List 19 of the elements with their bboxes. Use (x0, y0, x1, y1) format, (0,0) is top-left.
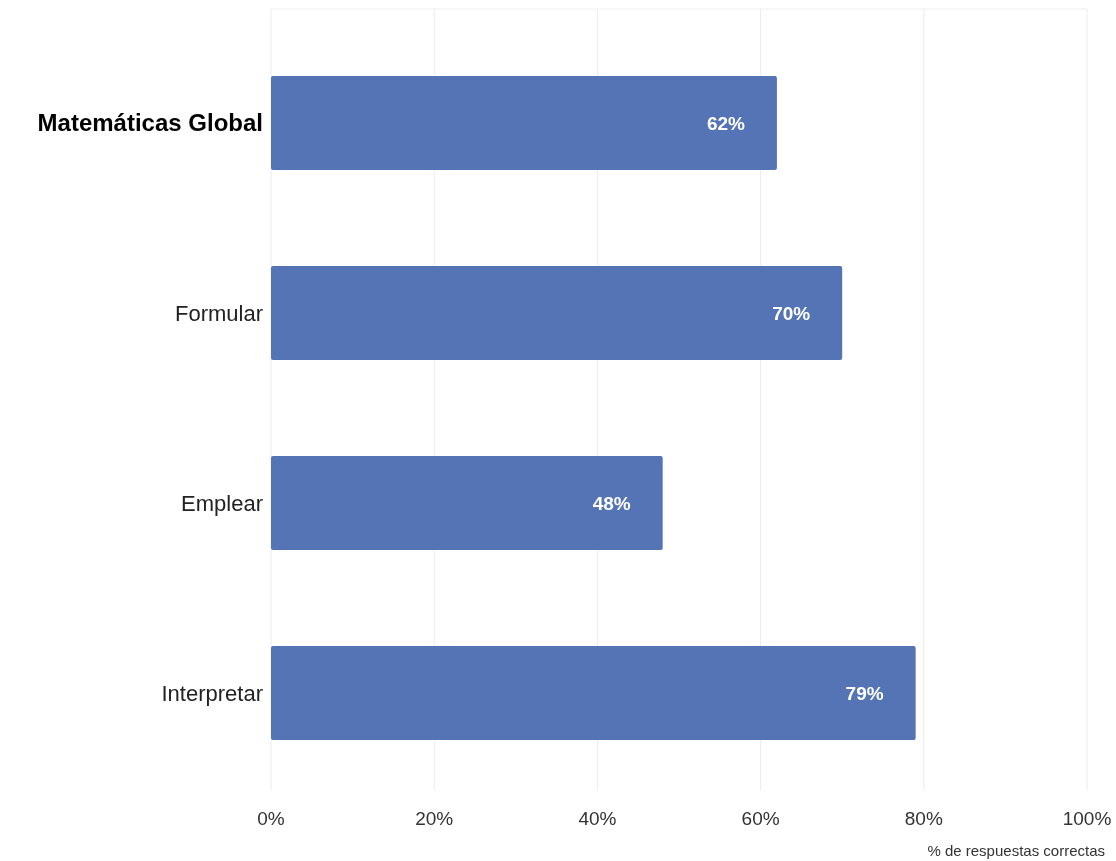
x-tick-label: 100% (1062, 808, 1112, 829)
y-tick-label: Matemáticas Global (37, 109, 263, 137)
x-tick-label: 20% (415, 808, 454, 829)
x-axis-title: % de respuestas correctas (927, 842, 1105, 859)
data-label: 62% (706, 112, 746, 134)
bar (271, 75, 777, 171)
y-tick-label: Interpretar (161, 680, 263, 706)
data-label: 79% (845, 682, 884, 704)
bar (271, 455, 663, 551)
bar (271, 265, 843, 361)
x-tick-label: 80% (904, 808, 943, 829)
x-tick-label: 0% (257, 808, 285, 829)
y-tick-label: Formular (174, 300, 263, 326)
data-label: 48% (592, 492, 631, 514)
bar (271, 645, 916, 741)
y-tick-label: Emplear (181, 490, 263, 516)
x-tick-label: 40% (578, 808, 617, 829)
data-label: 70% (772, 302, 811, 324)
x-tick-label: 60% (741, 808, 780, 829)
